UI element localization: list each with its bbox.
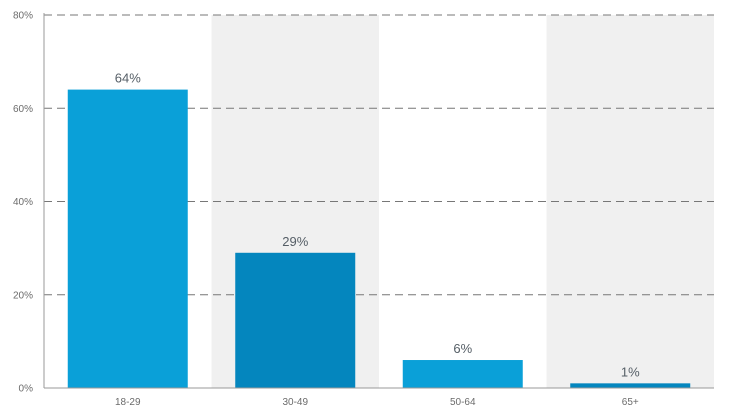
x-tick-label: 30-49 (282, 397, 308, 408)
y-tick-label: 60% (13, 104, 33, 115)
y-tick-label: 80% (13, 11, 33, 22)
y-tick-label: 0% (19, 384, 34, 395)
bar (67, 89, 188, 388)
y-tick-labels: 0% 20% 40% 60% 80% (13, 11, 33, 395)
data-label: 6% (453, 341, 472, 356)
x-tick-label: 65+ (622, 397, 639, 408)
y-tick-label: 40% (13, 197, 33, 208)
data-label: 64% (115, 71, 141, 86)
x-tick-label: 50-64 (450, 397, 476, 408)
x-tick-labels: 18-29 30-49 50-64 65+ (115, 397, 639, 408)
axes (43, 13, 714, 389)
y-tick-label: 20% (13, 290, 33, 301)
data-labels: 64% 29% 6% 1% (115, 71, 640, 380)
bar (570, 383, 691, 388)
x-tick-label: 18-29 (115, 397, 141, 408)
bars (67, 89, 691, 388)
data-label: 1% (621, 364, 640, 379)
data-label: 29% (282, 234, 308, 249)
bar (402, 360, 523, 388)
bar (235, 252, 356, 388)
